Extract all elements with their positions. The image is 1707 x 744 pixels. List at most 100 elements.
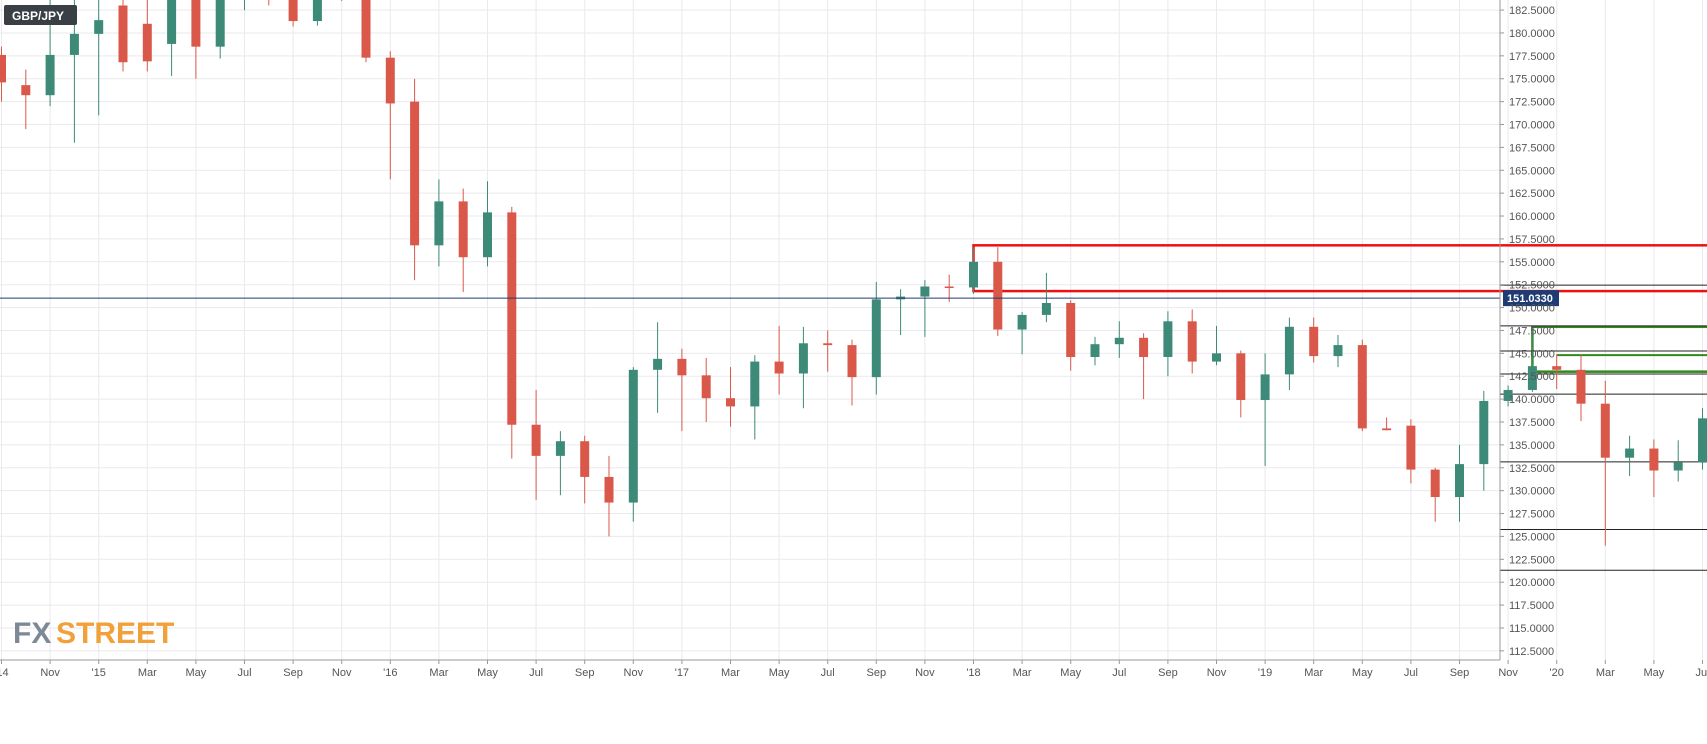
- x-tick-label: May: [477, 667, 498, 679]
- x-tick-label: '14: [0, 667, 9, 679]
- candle-body: [677, 358, 687, 376]
- y-tick-label: 127.5000: [1509, 509, 1555, 521]
- y-tick-label: 122.5000: [1509, 554, 1555, 566]
- candle: [798, 326, 808, 409]
- candle-body: [1260, 374, 1270, 401]
- candle: [555, 431, 565, 496]
- axes: 112.5000 115.0000 117.5000 120.0000 122.5000…: [0, 0, 1707, 679]
- candle-body: [920, 286, 930, 297]
- candle: [1649, 439, 1659, 498]
- x-tick-label: '20: [1550, 667, 1564, 679]
- candle-body: [1333, 345, 1343, 357]
- candle: [191, 0, 201, 79]
- y-tick-label: 182.5000: [1509, 5, 1555, 17]
- x-tick-label: Nov: [915, 667, 935, 679]
- candle: [483, 181, 492, 267]
- candle: [580, 435, 590, 504]
- candle: [1333, 335, 1343, 368]
- x-tick-label: Jul: [1112, 667, 1126, 679]
- x-tick-label: Sep: [283, 667, 303, 679]
- candle-body: [823, 343, 833, 346]
- x-tick-label: Mar: [1596, 667, 1615, 679]
- y-tick-label: 120.0000: [1509, 577, 1555, 589]
- x-tick-label: Mar: [429, 667, 448, 679]
- candle-body: [410, 101, 420, 246]
- candle: [142, 0, 152, 72]
- x-tick-label: Mar: [1013, 667, 1032, 679]
- x-tick-label: Jul: [237, 667, 251, 679]
- y-tick-label: 137.5000: [1509, 417, 1555, 429]
- x-tick-label: Sep: [867, 667, 887, 679]
- candle: [1698, 408, 1707, 470]
- candle: [0, 46, 6, 102]
- candle-body: [555, 441, 565, 456]
- candle-body: [167, 0, 177, 44]
- x-tick-label: Nov: [1498, 667, 1518, 679]
- candle: [215, 0, 225, 59]
- candle: [1479, 390, 1489, 491]
- candle-body: [944, 286, 954, 289]
- candle-body: [1114, 337, 1124, 345]
- symbol-label: GBP/JPY: [12, 9, 64, 23]
- candle: [969, 247, 978, 294]
- y-tick-label: 147.5000: [1509, 325, 1555, 337]
- y-tick-label: 115.0000: [1509, 623, 1554, 635]
- candle: [1212, 325, 1221, 366]
- candle: [1673, 440, 1683, 482]
- candle: [1041, 272, 1051, 323]
- candle: [1503, 385, 1513, 407]
- candle: [21, 69, 31, 130]
- candle-body: [1625, 448, 1635, 458]
- candle-body: [94, 20, 104, 34]
- x-tick-label: Nov: [40, 667, 60, 679]
- x-tick-label: Sep: [575, 667, 595, 679]
- candle-body: [1649, 448, 1659, 471]
- candle-body: [1357, 345, 1367, 429]
- candle: [288, 0, 298, 27]
- x-tick-label: Mar: [1304, 667, 1323, 679]
- y-tick-label: 145.0000: [1509, 348, 1555, 360]
- candle: [701, 357, 711, 422]
- candle: [1163, 311, 1173, 377]
- candle-body: [1552, 366, 1562, 370]
- y-tick-label: 125.0000: [1509, 531, 1555, 543]
- candle-body: [1017, 314, 1027, 330]
- candle: [1600, 380, 1610, 546]
- candle: [1625, 435, 1635, 477]
- candle-body: [45, 54, 55, 96]
- candle-body: [118, 5, 128, 63]
- candle-body: [969, 261, 978, 288]
- candle-body: [1503, 389, 1513, 401]
- candle-body: [215, 0, 225, 47]
- x-tick-label: Jul: [1404, 667, 1418, 679]
- x-tick-label: Nov: [1207, 667, 1227, 679]
- x-tick-label: May: [186, 667, 207, 679]
- candle-body: [1479, 400, 1489, 465]
- x-tick-label: '16: [383, 667, 397, 679]
- candle-body: [1236, 353, 1246, 401]
- candle-body: [191, 0, 201, 47]
- candle-body: [361, 0, 371, 58]
- candle-body: [1066, 302, 1076, 358]
- y-tick-label: 177.5000: [1509, 51, 1555, 63]
- candle: [823, 330, 833, 372]
- last-price-line: 151.0330: [0, 290, 1559, 307]
- candle: [1430, 467, 1440, 522]
- candle: [677, 348, 687, 432]
- x-tick-label: Jul: [821, 667, 835, 679]
- candle: [1309, 317, 1319, 363]
- candle: [726, 367, 735, 427]
- candle: [1552, 354, 1562, 390]
- candle: [653, 322, 663, 413]
- x-tick-label: '15: [92, 667, 106, 679]
- y-tick-label: 180.0000: [1509, 28, 1555, 40]
- y-tick-label: 150.0000: [1509, 303, 1555, 315]
- candle: [871, 281, 881, 395]
- y-tick-label: 165.0000: [1509, 165, 1555, 177]
- y-tick-label: 152.5000: [1509, 280, 1555, 292]
- x-tick-label: Jul: [529, 667, 543, 679]
- candle-body: [1309, 326, 1319, 357]
- candle: [920, 280, 930, 337]
- candle: [993, 247, 1003, 336]
